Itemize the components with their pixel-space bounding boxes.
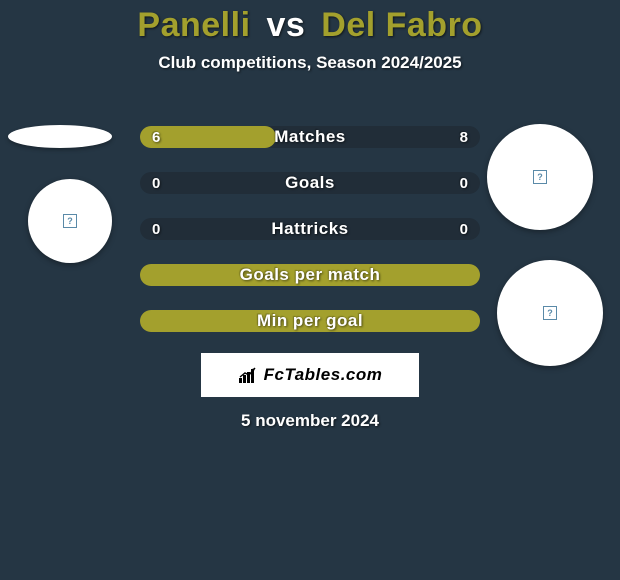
stat-bar: Goals 0 0 xyxy=(140,172,480,194)
stat-bar: Matches 6 8 xyxy=(140,126,480,148)
stat-bar-value-left: 0 xyxy=(152,175,160,192)
stat-bar-value-left: 6 xyxy=(152,129,160,146)
stat-bar: Goals per match xyxy=(140,264,480,286)
placeholder-icon: ? xyxy=(533,170,547,184)
stat-bar-fill-left xyxy=(140,126,276,148)
stat-bar-value-right: 0 xyxy=(460,221,468,238)
subtitle: Club competitions, Season 2024/2025 xyxy=(0,53,620,73)
decor-ellipse xyxy=(8,125,112,148)
stat-bar-label: Matches xyxy=(274,127,346,147)
placeholder-icon: ? xyxy=(63,214,77,228)
comparison-bars: Matches 6 8 Goals 0 0 Hattricks 0 0 Goals per mat… xyxy=(140,126,480,332)
decor-circle-bottom-right: ? xyxy=(497,260,603,366)
title-player1: Panelli xyxy=(137,6,250,44)
stat-bar-value-right: 8 xyxy=(460,129,468,146)
decor-circle-bottom-left: ? xyxy=(28,179,112,263)
fctables-badge: FcTables.com xyxy=(201,353,419,397)
stat-bar-value-right: 0 xyxy=(460,175,468,192)
stat-bar: Min per goal xyxy=(140,310,480,332)
title-vs: vs xyxy=(266,6,305,44)
title-player2: Del Fabro xyxy=(321,6,482,44)
date-text: 5 november 2024 xyxy=(0,411,620,431)
decor-circle-top-right: ? xyxy=(487,124,593,230)
stat-bar-label: Goals per match xyxy=(240,265,381,285)
stat-bar-label: Goals xyxy=(285,173,335,193)
stat-bar: Hattricks 0 0 xyxy=(140,218,480,240)
fctables-text: FcTables.com xyxy=(264,365,383,385)
placeholder-icon: ? xyxy=(543,306,557,320)
stat-bar-label: Hattricks xyxy=(271,219,348,239)
stat-bar-label: Min per goal xyxy=(257,311,363,331)
page-title: Panelli vs Del Fabro xyxy=(0,0,620,45)
bars-icon xyxy=(238,366,260,384)
stat-bar-value-left: 0 xyxy=(152,221,160,238)
